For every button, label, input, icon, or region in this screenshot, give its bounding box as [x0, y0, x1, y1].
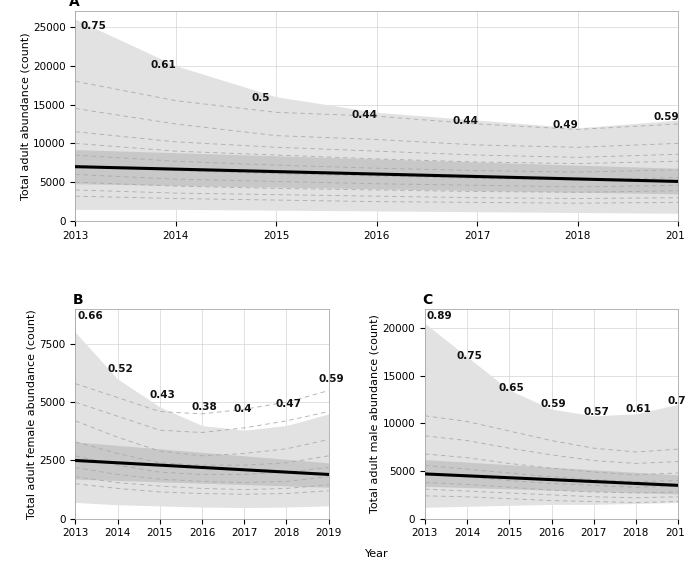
- Text: 0.43: 0.43: [149, 390, 175, 400]
- Text: A: A: [69, 0, 80, 9]
- Text: 0.52: 0.52: [107, 364, 133, 374]
- Text: 0.49: 0.49: [553, 120, 578, 130]
- Text: 0.57: 0.57: [583, 407, 609, 417]
- Text: 0.61: 0.61: [625, 404, 651, 414]
- Text: 0.44: 0.44: [452, 116, 478, 125]
- Text: 0.66: 0.66: [77, 311, 103, 321]
- Text: 0.61: 0.61: [151, 60, 177, 70]
- Text: 0.7: 0.7: [668, 396, 685, 406]
- Text: 0.59: 0.59: [318, 373, 344, 384]
- Text: 0.75: 0.75: [456, 352, 482, 361]
- Text: 0.47: 0.47: [276, 399, 302, 409]
- Text: 0.44: 0.44: [351, 110, 377, 120]
- Text: 0.38: 0.38: [191, 401, 217, 412]
- Text: C: C: [423, 293, 433, 307]
- Y-axis label: Total adult female abundance (count): Total adult female abundance (count): [27, 309, 36, 519]
- Text: 0.65: 0.65: [499, 383, 525, 393]
- Text: 0.59: 0.59: [541, 399, 566, 409]
- Text: Year: Year: [365, 548, 388, 559]
- Y-axis label: Total adult abundance (count): Total adult abundance (count): [20, 32, 30, 200]
- Text: 0.75: 0.75: [80, 21, 106, 31]
- Text: 0.89: 0.89: [427, 311, 453, 320]
- Text: B: B: [73, 293, 84, 307]
- Text: 0.59: 0.59: [653, 112, 679, 121]
- Y-axis label: Total adult male abundance (count): Total adult male abundance (count): [370, 315, 379, 514]
- Text: 0.5: 0.5: [251, 93, 270, 103]
- Text: 0.4: 0.4: [234, 404, 252, 414]
